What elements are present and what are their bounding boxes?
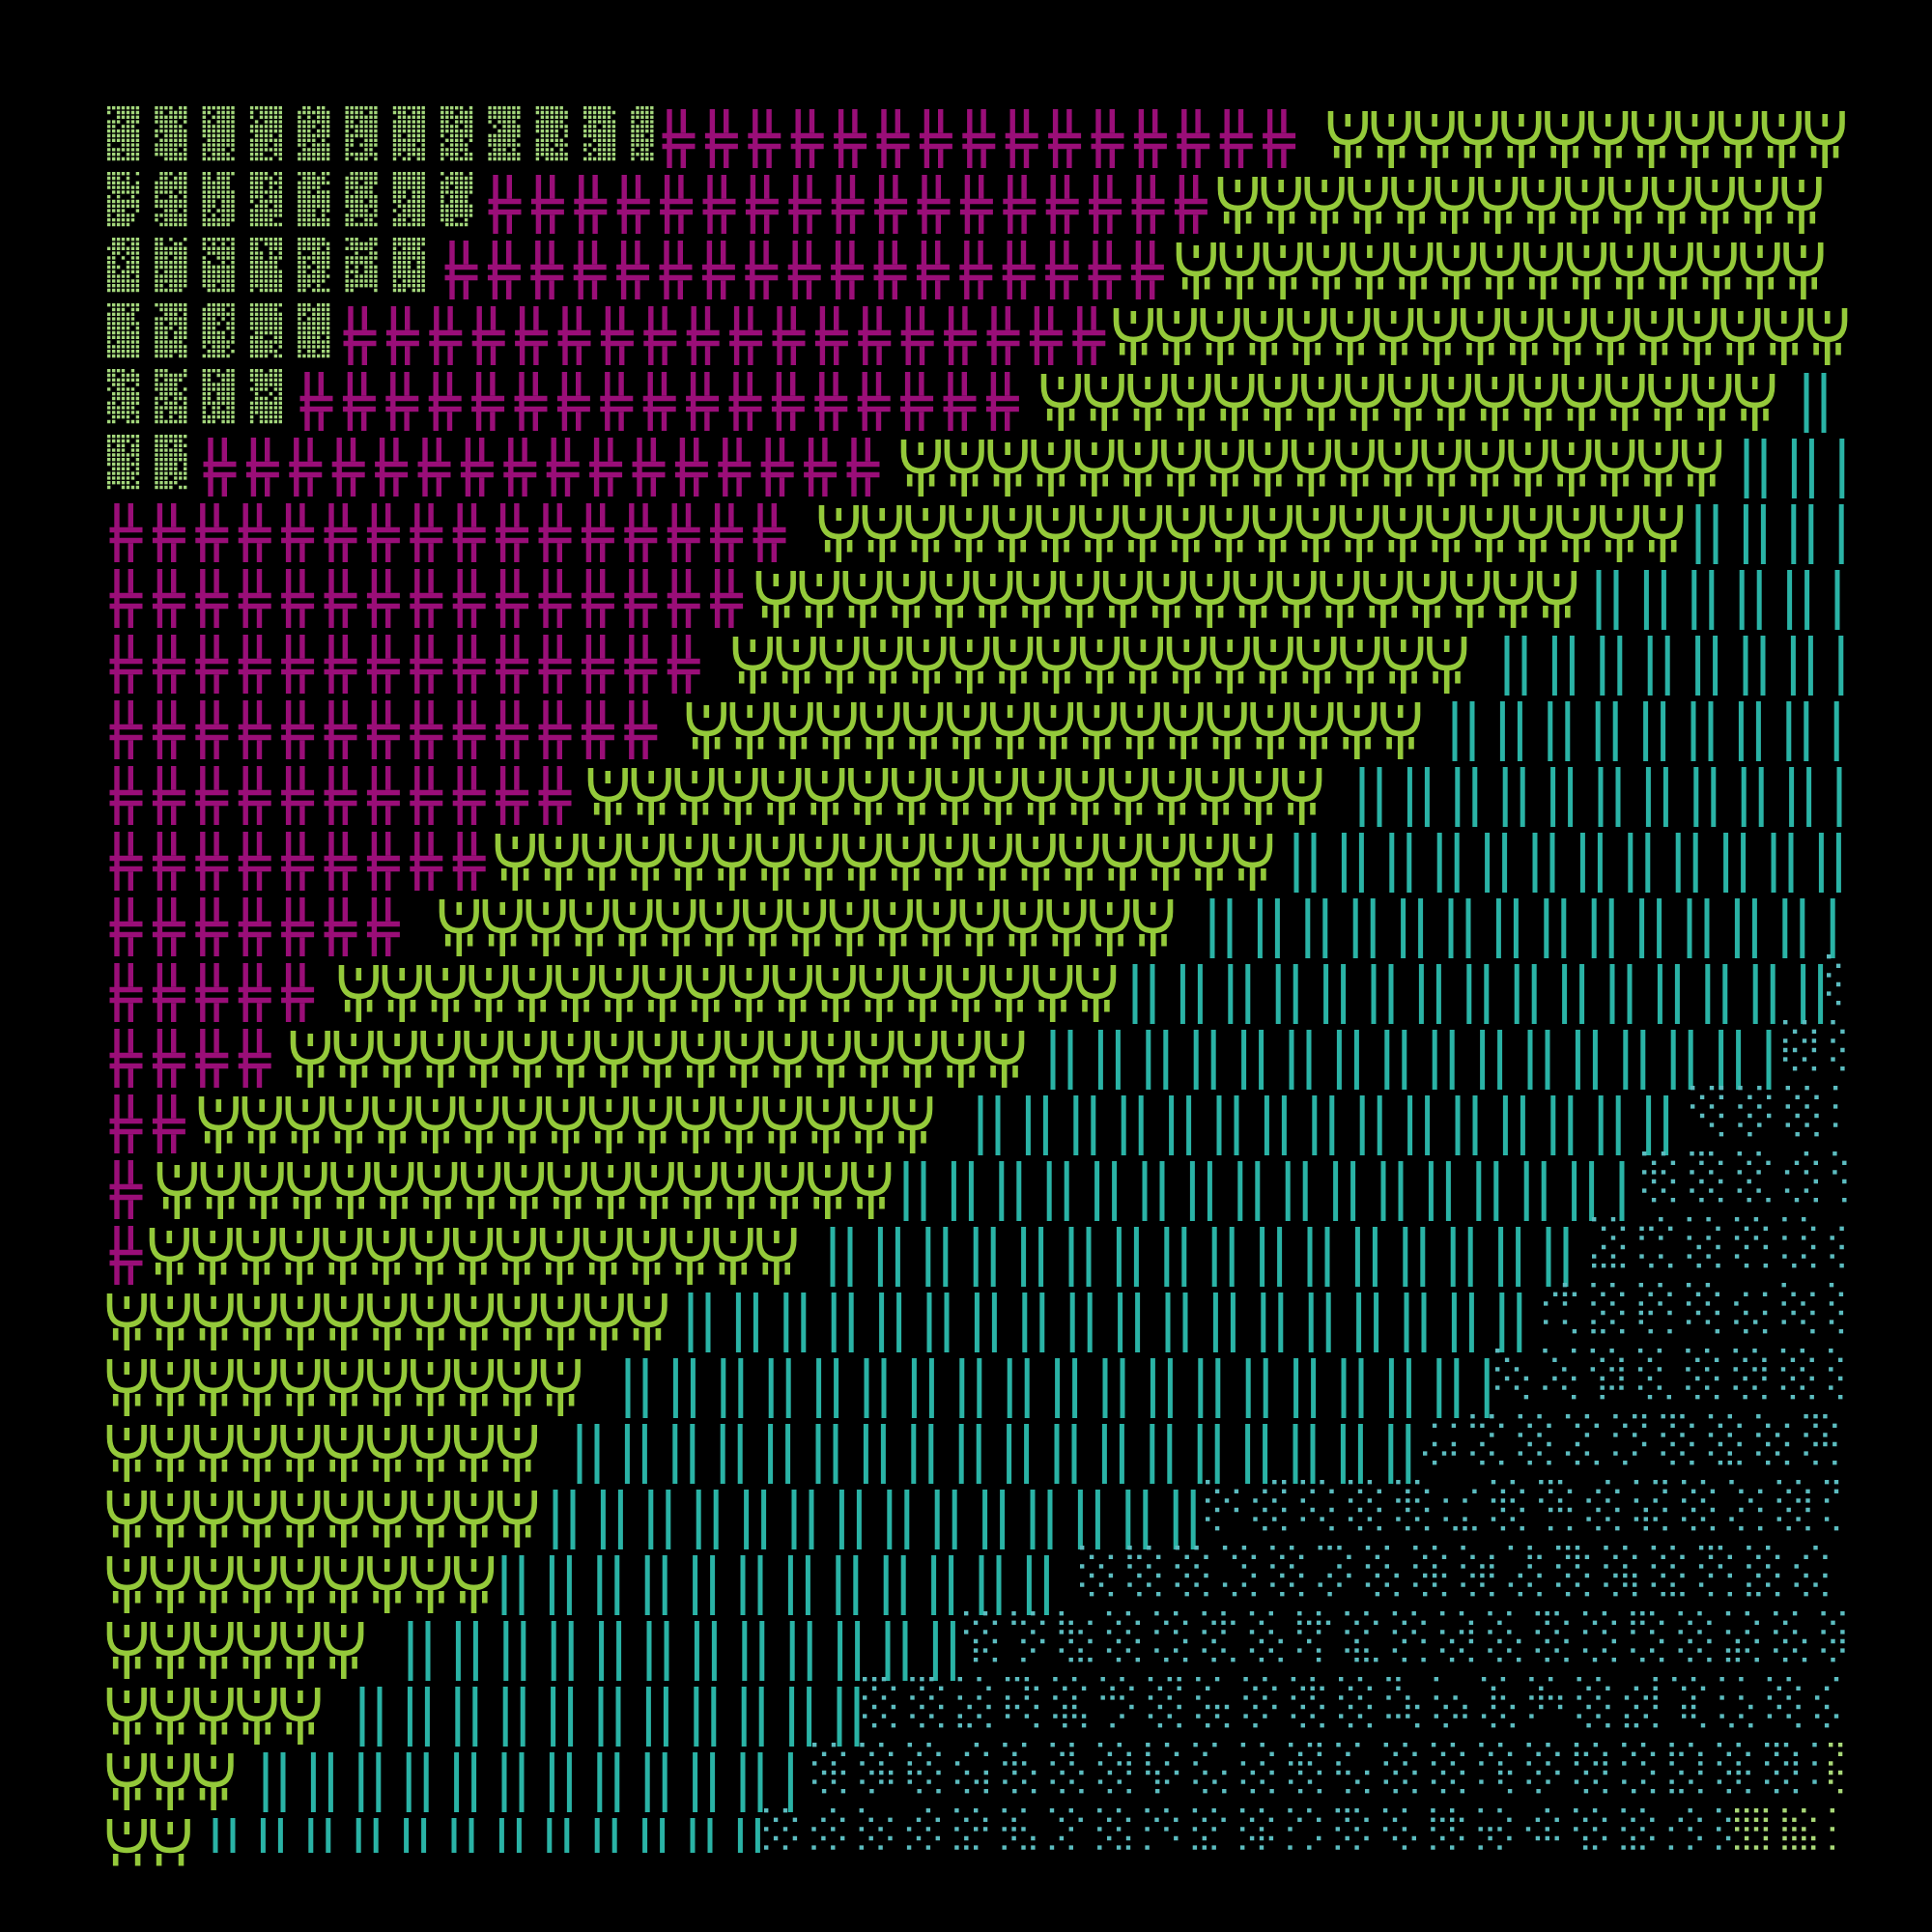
- green-fork-glyphs: [106, 111, 1848, 1866]
- corner-green-halftone-blocks: [1735, 1743, 1843, 1850]
- teal-halftone-blocks: [764, 954, 1847, 1850]
- magenta-cross-glyphs: [109, 109, 1296, 1285]
- teal-dash-line-glyphs: [213, 373, 1845, 1853]
- pale-green-halftone-blocks: [107, 106, 654, 490]
